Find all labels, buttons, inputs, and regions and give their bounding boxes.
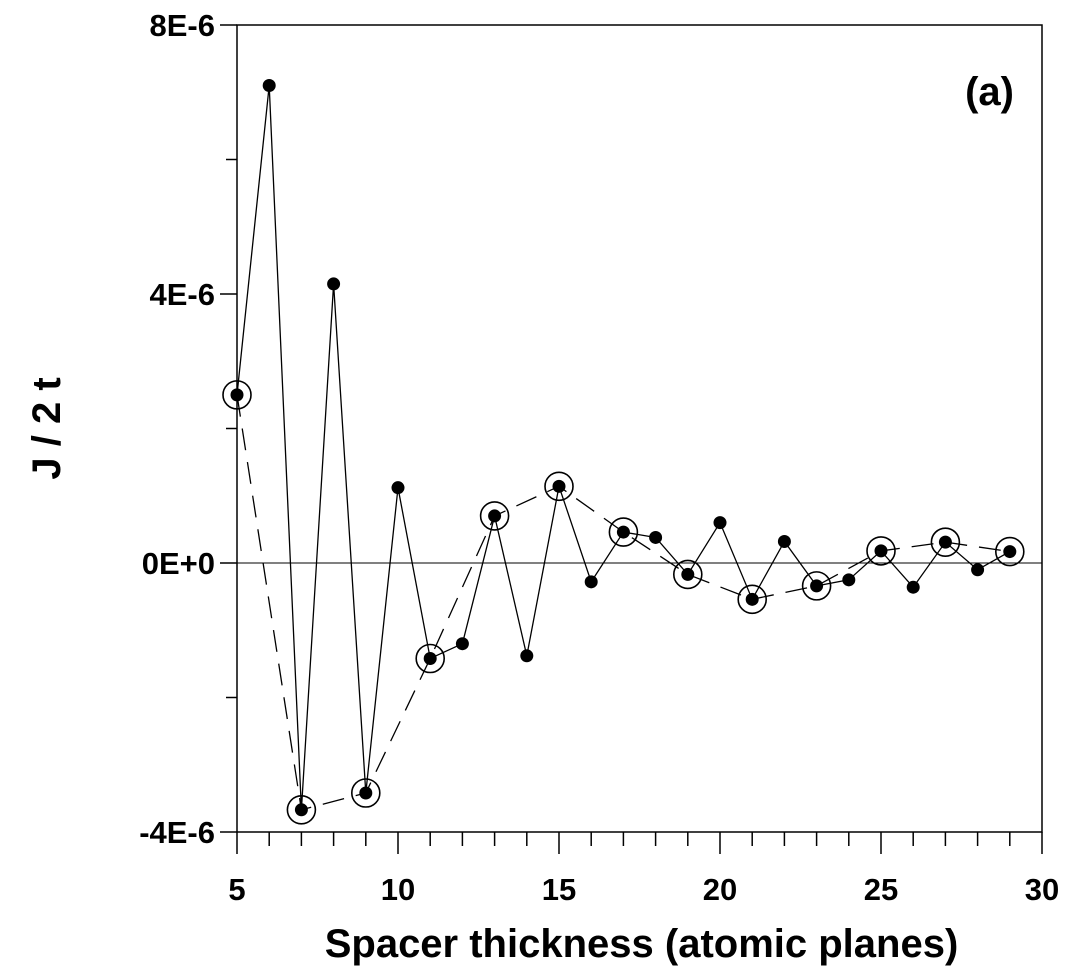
filled-circle-marker — [874, 544, 888, 558]
open-circle-marker — [672, 559, 703, 590]
x-tick-label: 15 — [542, 872, 576, 907]
open-circle-marker — [737, 584, 768, 615]
filled-circle-marker — [262, 79, 276, 93]
filled-circle-marker — [616, 525, 630, 539]
filled-circle-marker — [488, 509, 502, 523]
x-tick-label: 5 — [228, 872, 245, 907]
filled-circle-marker — [842, 573, 856, 587]
filled-circle-marker — [294, 803, 308, 817]
open-circle-marker — [930, 527, 961, 557]
x-tick-label: 30 — [1025, 872, 1059, 907]
filled-circle-marker — [520, 649, 534, 663]
filled-circle-marker — [777, 534, 791, 548]
filled-circle-marker — [745, 592, 759, 606]
open-circle-marker — [350, 778, 381, 808]
filled-circle-marker — [552, 479, 566, 493]
filled-circle-marker — [681, 567, 695, 581]
open-circle-marker — [801, 571, 832, 601]
filled-circle-marker — [713, 516, 727, 530]
axes-layer: 5 10 15 20 25 30 -4E-6 0E+0 4E-6 8E-6 — [139, 8, 1059, 907]
filled-circle-marker — [810, 579, 824, 593]
open-circle-marker — [479, 501, 510, 531]
filled-circle-marker — [938, 535, 952, 549]
y-tick-label: 0E+0 — [142, 546, 215, 581]
open-circle-marker — [866, 536, 896, 566]
filled-circle-marker — [584, 575, 598, 589]
filled-circle-marker — [327, 277, 341, 291]
filled-circle-marker — [649, 530, 663, 544]
filled-circle-marker — [423, 651, 437, 665]
plot-frame — [236, 24, 1043, 833]
x-tick-label: 25 — [864, 872, 898, 907]
series-layer — [222, 79, 1025, 825]
panel-label: (a) — [965, 70, 1014, 114]
filled-circle-marker — [359, 786, 373, 800]
y-tick-label: 8E-6 — [150, 8, 215, 43]
filled-circle-marker — [391, 481, 405, 495]
x-axis-title: Spacer thickness (atomic planes) — [325, 922, 959, 966]
open-circle-marker — [415, 643, 446, 674]
open-circle-marker — [608, 517, 639, 547]
filled-circle-marker — [906, 580, 920, 594]
y-tick-label: 4E-6 — [150, 277, 215, 312]
open-circle-marker — [994, 536, 1025, 567]
y-tick-label: -4E-6 — [139, 815, 215, 850]
x-tick-label: 10 — [381, 872, 415, 907]
filled-circle-marker — [1003, 545, 1017, 559]
x-tick-label: 20 — [703, 872, 737, 907]
filled-circle-marker — [455, 637, 469, 651]
y-axis-title: J / 2 t — [25, 377, 69, 479]
open-circle-marker — [544, 471, 574, 502]
filled-circle-marker — [971, 563, 985, 577]
open-circle-marker — [286, 795, 317, 825]
